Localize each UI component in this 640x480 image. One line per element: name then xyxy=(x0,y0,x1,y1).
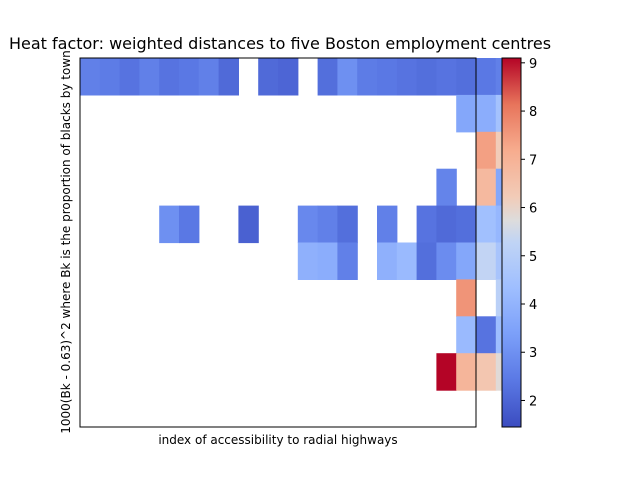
heatmap-cell xyxy=(476,58,497,96)
heatmap-cell xyxy=(119,58,140,96)
heatmap-cell xyxy=(80,58,101,96)
heatmap-cell xyxy=(416,242,437,280)
heatmap-cell xyxy=(139,58,160,96)
chart-title: Heat factor: weighted distances to five … xyxy=(9,34,551,53)
heatmap-cell xyxy=(436,353,457,391)
colorbar-tick-label: 5 xyxy=(529,250,537,265)
heatmap-cell xyxy=(159,58,180,96)
heatmap-cell xyxy=(456,94,477,133)
colorbar-tick-label: 3 xyxy=(529,346,537,361)
heatmap-cell xyxy=(476,205,497,244)
heatmap-cell xyxy=(476,242,497,280)
colorbar-tick-label: 2 xyxy=(529,394,537,409)
heatmap-cell xyxy=(377,205,398,244)
heatmap-cell xyxy=(436,58,457,96)
colorbar-tick-label: 9 xyxy=(529,57,537,72)
heatmap-cell xyxy=(377,58,398,96)
plot-frame xyxy=(79,57,477,428)
heatmap-cell xyxy=(476,94,497,133)
heatmap-cell xyxy=(456,242,477,280)
colorbar-tick-label: 6 xyxy=(529,202,537,217)
heatmap-cell xyxy=(456,279,477,317)
colorbar-tick-label: 7 xyxy=(529,153,537,168)
heatmap-cell xyxy=(297,242,319,280)
heatmap-cell xyxy=(436,242,457,280)
colorbar-tick-label: 4 xyxy=(529,298,537,313)
heatmap-cell xyxy=(357,58,378,96)
heatmap-cell xyxy=(436,205,457,244)
heatmap-cell xyxy=(377,242,398,280)
heatmap-cell xyxy=(456,316,477,354)
heatmap-cell xyxy=(297,205,319,244)
heatmap-cell xyxy=(456,205,477,244)
heatmap-cell xyxy=(416,205,437,244)
heatmap-cell xyxy=(317,58,338,96)
heatmap-cell xyxy=(337,242,358,280)
colorbar xyxy=(501,57,522,428)
heatmap-cell xyxy=(436,168,457,207)
heatmap-cell xyxy=(179,205,200,244)
heatmap-cell xyxy=(317,205,338,244)
heatmap-cell xyxy=(476,131,497,170)
heatmap-cell xyxy=(476,316,497,354)
colorbar-ticks: 2 3 4 5 6 7 8 9 xyxy=(521,57,537,409)
heatmap-cell xyxy=(317,242,338,280)
heatmap-cell xyxy=(476,168,497,207)
x-axis-label: index of accessibility to radial highway… xyxy=(158,433,397,447)
heatmap-cell xyxy=(218,58,239,96)
heatmap-cell xyxy=(456,353,477,391)
heatmap-cell xyxy=(416,58,437,96)
heatmap-cell xyxy=(337,205,358,244)
heatmap-cell xyxy=(396,58,418,96)
colorbar-tick-label: 8 xyxy=(529,105,537,120)
y-axis-label: 1000(Bk - 0.63)^2 where Bk is the propor… xyxy=(59,50,73,433)
heatmap-cell xyxy=(456,58,477,96)
heatmap-cell xyxy=(179,58,200,96)
heatmap-cell xyxy=(258,58,279,96)
heatmap-cells xyxy=(80,58,517,391)
heatmap-cell xyxy=(278,58,299,96)
heatmap-cell xyxy=(159,205,180,244)
heatmap-cell xyxy=(198,58,220,96)
heatmap-cell xyxy=(337,58,358,96)
heatmap-cell xyxy=(396,242,418,280)
heatmap-cell xyxy=(99,58,121,96)
heatmap-cell xyxy=(476,353,497,391)
heatmap-cell xyxy=(238,205,259,244)
